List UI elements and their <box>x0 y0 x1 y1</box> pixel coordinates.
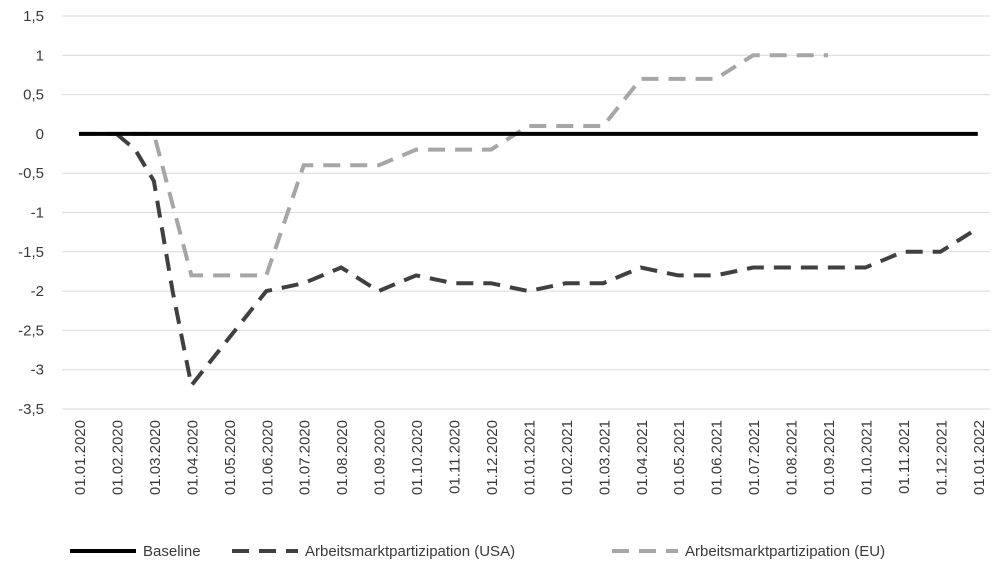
x-axis-tick-labels: 01.01.2020 01.02.2020 01.03.2020 01.04.2020… <box>72 420 988 495</box>
x-tick-label: 01.09.2021 <box>821 420 838 495</box>
series-lines <box>79 53 979 391</box>
y-tick-label: -0,5 <box>18 165 44 182</box>
legend-label-2: Arbeitsmarktpartizipation (EU) <box>685 543 885 560</box>
y-tick-label: 0 <box>36 126 44 143</box>
y-tick-label: 1,5 <box>23 8 44 25</box>
x-tick-label: 01.01.2020 <box>72 420 89 495</box>
x-tick-label: 01.01.2022 <box>971 420 988 495</box>
legend-label-0: Baseline <box>143 543 201 560</box>
y-axis-tick-labels: 1,5 1 0,5 0 -0,5 -1 -1,5 -2 -2,5 -3 -3,5 <box>18 8 44 418</box>
legend: Baseline Arbeitsmarktpartizipation (USA) A… <box>70 543 885 560</box>
x-tick-label: 01.03.2020 <box>147 420 164 495</box>
x-tick-label: 01.11.2021 <box>896 420 913 494</box>
x-tick-label: 01.09.2020 <box>372 420 389 495</box>
x-tick-label: 01.10.2020 <box>409 420 426 495</box>
gridlines <box>62 15 990 410</box>
x-tick-label: 01.04.2021 <box>634 420 651 495</box>
x-tick-label: 01.07.2020 <box>297 420 314 495</box>
series-line-2 <box>79 53 828 278</box>
x-tick-label: 01.11.2020 <box>447 420 464 494</box>
x-tick-label: 01.06.2021 <box>709 420 726 495</box>
x-tick-label: 01.07.2021 <box>746 420 763 495</box>
x-tick-label: 01.05.2021 <box>671 420 688 495</box>
x-tick-label: 01.01.2021 <box>521 420 538 495</box>
x-tick-label: 01.10.2021 <box>858 420 875 495</box>
x-tick-label: 01.06.2020 <box>259 420 276 495</box>
legend-label-1: Arbeitsmarktpartizipation (USA) <box>305 543 515 560</box>
x-tick-label: 01.04.2020 <box>184 420 201 495</box>
x-tick-label: 01.08.2021 <box>784 420 801 495</box>
y-tick-label: -2,5 <box>18 322 44 339</box>
x-tick-label: 01.12.2020 <box>484 420 501 495</box>
y-tick-label: -3,5 <box>18 401 44 418</box>
y-tick-label: -3 <box>31 362 44 379</box>
y-tick-label: 1 <box>36 47 44 64</box>
y-tick-label: 0,5 <box>23 87 44 104</box>
y-tick-label: -1 <box>31 205 44 222</box>
y-tick-label: -1,5 <box>18 244 44 261</box>
x-tick-label: 01.02.2020 <box>109 420 126 495</box>
series-line-1 <box>115 132 979 391</box>
x-tick-label: 01.02.2021 <box>559 420 576 495</box>
y-tick-label: -2 <box>31 283 44 300</box>
x-tick-label: 01.03.2021 <box>596 420 613 495</box>
x-tick-label: 01.05.2020 <box>222 420 239 495</box>
x-tick-label: 01.12.2021 <box>933 420 950 495</box>
x-tick-label: 01.08.2020 <box>334 420 351 495</box>
